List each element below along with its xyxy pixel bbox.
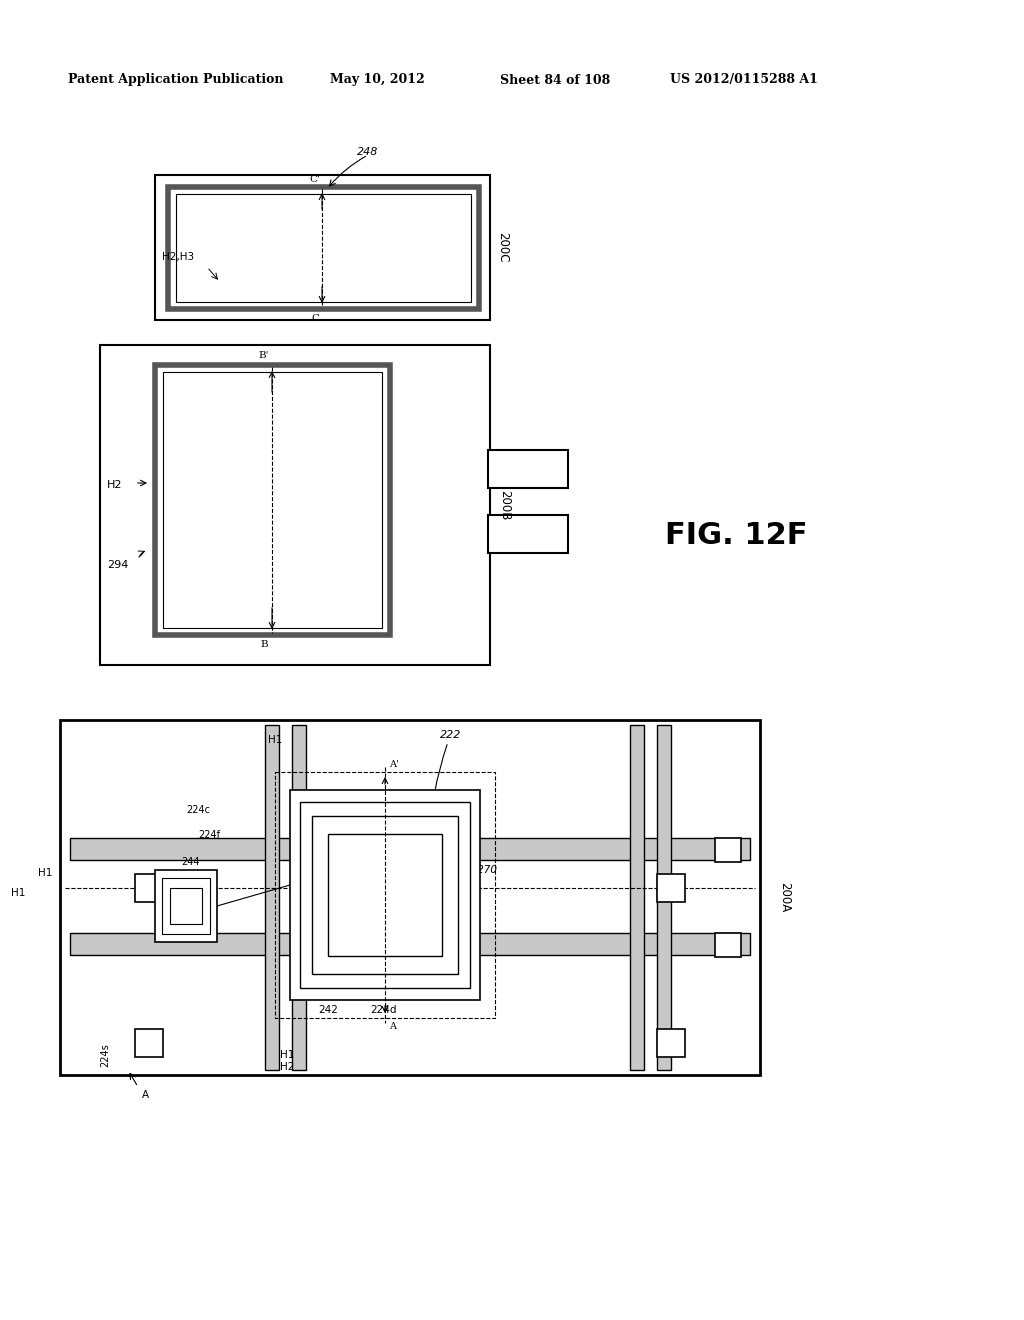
Text: 224e: 224e <box>167 890 193 900</box>
Bar <box>488 450 568 488</box>
Bar <box>715 838 741 862</box>
Text: C': C' <box>309 176 321 183</box>
Bar <box>135 874 163 902</box>
Text: H2: H2 <box>280 1063 294 1072</box>
Text: 294: 294 <box>106 560 128 570</box>
Bar <box>168 187 479 309</box>
Bar <box>715 933 741 957</box>
Bar <box>488 515 568 553</box>
Text: 200A: 200A <box>778 882 792 912</box>
Bar <box>328 834 442 956</box>
Text: H1: H1 <box>280 1049 294 1060</box>
Bar <box>300 803 470 987</box>
Text: 260,270: 260,270 <box>455 865 498 875</box>
Text: 222: 222 <box>440 730 462 741</box>
Text: H2,H3: H2,H3 <box>162 252 195 261</box>
Text: A': A' <box>389 760 398 770</box>
Text: 200B: 200B <box>499 490 512 520</box>
Bar <box>290 789 480 1001</box>
Bar <box>135 1030 163 1057</box>
Text: H1: H1 <box>268 735 283 744</box>
Text: 244: 244 <box>181 857 200 867</box>
Bar <box>155 870 217 942</box>
Text: H1: H1 <box>38 869 52 878</box>
Text: A: A <box>389 1022 396 1031</box>
Text: 242: 242 <box>318 1005 338 1015</box>
Bar <box>657 1030 685 1057</box>
Text: US 2012/0115288 A1: US 2012/0115288 A1 <box>670 74 818 87</box>
Bar <box>657 725 671 1071</box>
Text: Sheet 84 of 108: Sheet 84 of 108 <box>500 74 610 87</box>
Text: 224f: 224f <box>198 830 220 840</box>
Text: 224d: 224d <box>370 1005 396 1015</box>
Bar <box>155 366 390 635</box>
Text: H1: H1 <box>10 888 25 898</box>
Text: Patent Application Publication: Patent Application Publication <box>68 74 284 87</box>
Text: FIG. 12F: FIG. 12F <box>665 520 808 549</box>
Text: C: C <box>311 314 319 323</box>
Text: 224s: 224s <box>100 1043 110 1067</box>
Text: 200C: 200C <box>497 232 510 263</box>
Bar <box>60 719 760 1074</box>
Bar <box>265 725 279 1071</box>
Bar <box>292 725 306 1071</box>
Text: 224c: 224c <box>186 805 210 814</box>
Text: 248: 248 <box>357 147 379 157</box>
Bar <box>70 838 750 861</box>
Bar <box>657 874 685 902</box>
Bar <box>170 888 202 924</box>
Text: A: A <box>141 1090 148 1100</box>
Bar <box>630 725 644 1071</box>
Text: H2: H2 <box>106 480 123 490</box>
Text: May 10, 2012: May 10, 2012 <box>330 74 425 87</box>
Bar <box>162 878 210 935</box>
Bar <box>100 345 490 665</box>
Bar <box>155 176 490 319</box>
Bar <box>312 816 458 974</box>
Bar <box>70 933 750 954</box>
Bar <box>163 372 382 628</box>
Text: B': B' <box>259 351 269 360</box>
Bar <box>176 194 471 302</box>
Text: B: B <box>260 640 268 649</box>
